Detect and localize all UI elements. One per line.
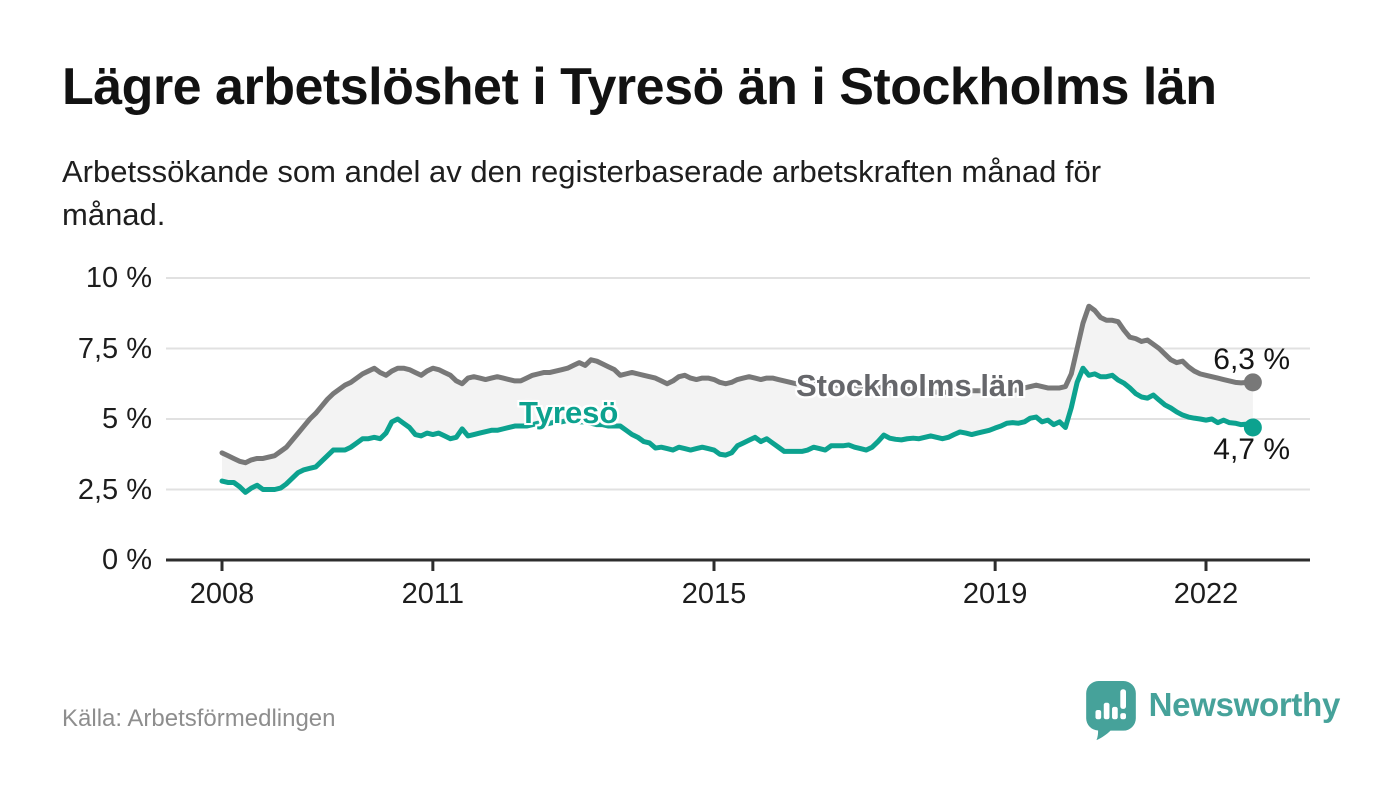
x-tick-label: 2022: [1173, 578, 1239, 610]
y-tick-label: 2,5 %: [77, 473, 152, 506]
x-tick-label: 2019: [962, 578, 1028, 610]
brand-name: Newsworthy: [1148, 686, 1341, 723]
x-tick-label: 2015: [681, 578, 747, 610]
x-tick-label: 2008: [189, 578, 255, 610]
chart-title: Lägre arbetslöshet i Tyresö än i Stockho…: [62, 58, 1217, 116]
end-value-label-stockholm: 6,3 %: [1213, 343, 1290, 376]
y-tick-label: 10 %: [85, 262, 152, 294]
newsworthy-logo: Newsworthy: [1085, 681, 1341, 741]
source-note: Källa: Arbetsförmedlingen: [62, 705, 336, 732]
chart-subtitle: Arbetssökande som andel av den registerb…: [62, 154, 1102, 232]
y-tick-label: 5 %: [102, 403, 152, 435]
y-tick-label: 7,5 %: [77, 332, 152, 365]
y-tick-label: 0 %: [102, 544, 152, 576]
end-value-label-tyreso: 4,7 %: [1213, 433, 1290, 466]
series-label-stockholm: Stockholms län: [796, 368, 1026, 403]
bar-chart-bubble-icon: [1085, 681, 1136, 741]
x-tick-label: 2011: [401, 578, 465, 610]
series-label-tyreso: Tyresö: [519, 395, 619, 430]
